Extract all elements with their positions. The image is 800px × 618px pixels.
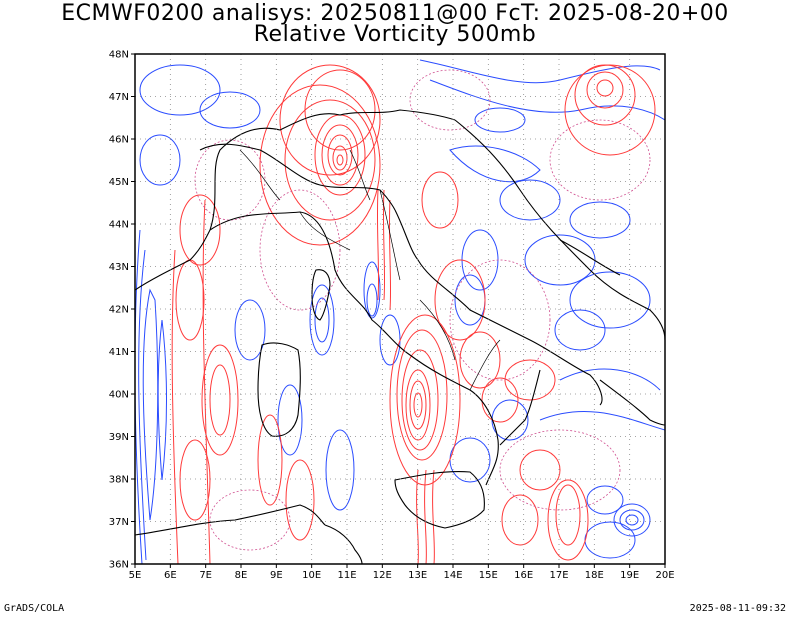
lat-tick-label: 37N [109, 517, 129, 528]
lat-tick-label: 47N [109, 92, 129, 103]
lon-tick-label: 14E [443, 570, 462, 581]
lon-tick-label: 18E [585, 570, 604, 581]
zero-contours [194, 69, 651, 551]
lon-tick-label: 8E [235, 570, 248, 581]
lon-tick-label: 15E [479, 570, 498, 581]
lat-tick-label: 45N [109, 177, 129, 188]
lon-tick-label: 17E [549, 570, 568, 581]
lat-tick-label: 48N [109, 50, 129, 61]
lat-tick-label: 43N [109, 262, 129, 273]
lon-tick-label: 9E [270, 570, 283, 581]
lon-tick-label: 6E [164, 570, 177, 581]
lon-tick-label: 5E [129, 570, 142, 581]
positive-contours [171, 64, 656, 564]
lat-tick-label: 39N [109, 432, 129, 443]
lon-tick-label: 16E [514, 570, 533, 581]
lat-tick-label: 46N [109, 135, 129, 146]
lat-tick-label: 42N [109, 305, 129, 316]
lon-tick-label: 13E [408, 570, 427, 581]
contour-field [135, 59, 665, 564]
lat-tick-label: 36N [109, 560, 129, 571]
axes: 5E 6E 7E 8E 9E 10E 11E 12E 13E 14E 15E 16E 17E 18E 19E… [109, 50, 675, 582]
lat-tick-label: 40N [109, 390, 129, 401]
lon-tick-label: 10E [302, 570, 321, 581]
generation-timestamp: 2025-08-11-09:32 [689, 603, 786, 614]
title-line-2: Relative Vorticity 500mb [253, 22, 537, 47]
lat-tick-label: 41N [109, 347, 129, 358]
lon-tick-label: 19E [620, 570, 639, 581]
lon-tick-label: 11E [337, 570, 356, 581]
lat-tick-label: 38N [109, 475, 129, 486]
lat-tick-label: 44N [109, 220, 129, 231]
lon-tick-label: 12E [373, 570, 392, 581]
software-credit: GrADS/COLA [4, 603, 65, 614]
negative-contours [135, 59, 665, 564]
lat-lon-grid [135, 54, 665, 564]
lon-tick-label: 20E [655, 570, 674, 581]
title-line-1: ECMWF0200 analisys: 20250811@00 FcT: 202… [61, 1, 729, 26]
lon-tick-label: 7E [199, 570, 212, 581]
